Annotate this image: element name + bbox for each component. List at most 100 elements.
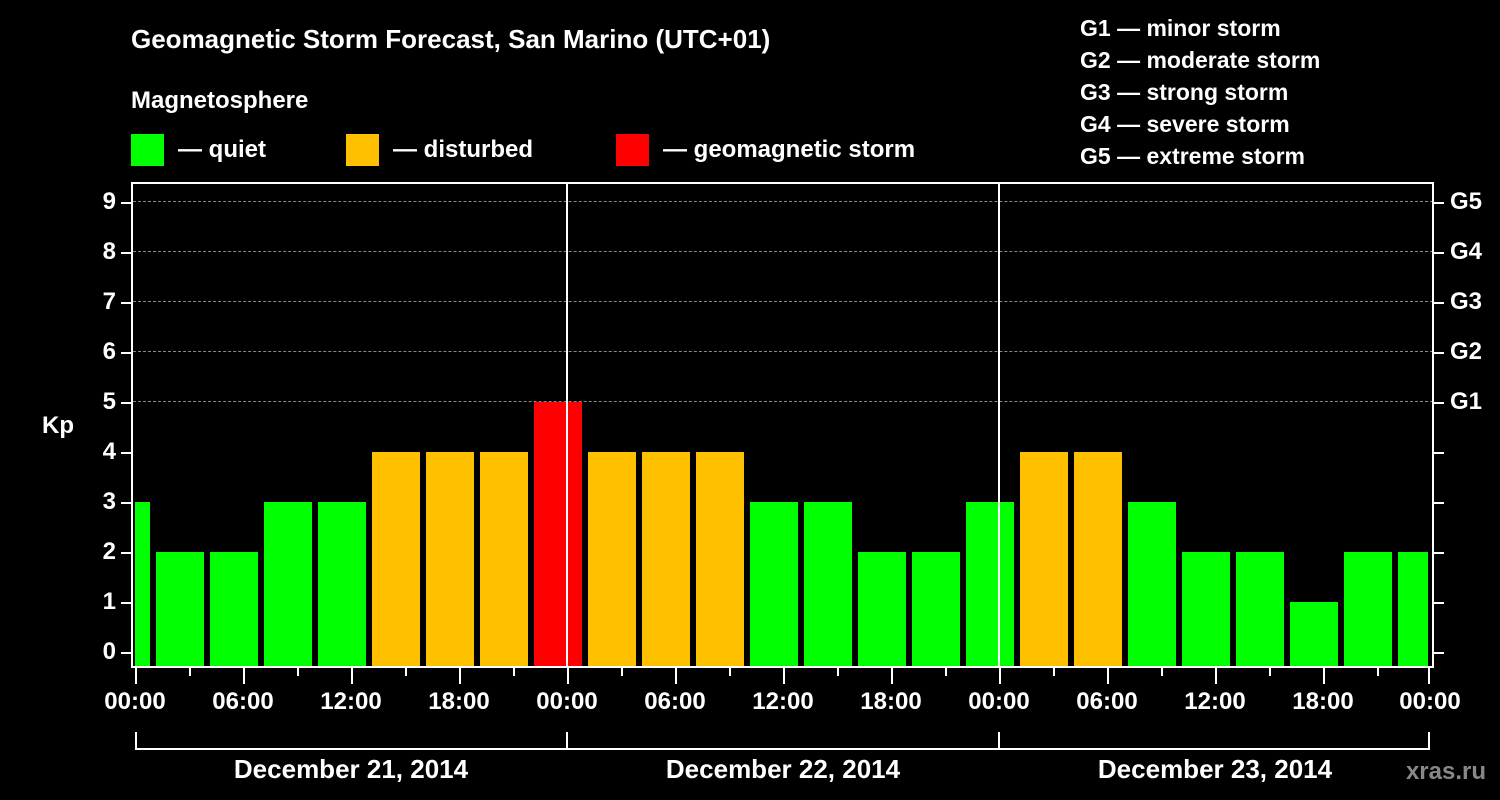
y-tick-label: 8	[102, 238, 116, 265]
y-tick-right	[1434, 652, 1444, 654]
storm-swatch-icon	[616, 134, 649, 166]
y-tick	[121, 602, 131, 604]
g-scale-label: G1	[1450, 388, 1483, 415]
x-tick	[783, 668, 785, 684]
storm-scale-g4: G4 — severe storm	[1080, 111, 1290, 137]
x-tick	[297, 668, 299, 676]
quiet-swatch-icon	[131, 134, 164, 166]
storm-scale-g1: G1 — minor storm	[1080, 15, 1281, 41]
y-tick-label: 0	[102, 638, 116, 665]
kp-bar	[1236, 552, 1284, 667]
day-label-3: December 23, 2014	[1097, 754, 1333, 784]
g-scale-label: G3	[1450, 288, 1483, 315]
x-tick	[1428, 668, 1430, 684]
x-tick-label: 06:00	[212, 688, 274, 715]
x-tick	[513, 668, 515, 676]
y-tick	[121, 252, 131, 254]
kp-bar	[1074, 452, 1122, 667]
kp-bar	[210, 552, 258, 667]
x-tick	[135, 668, 137, 684]
legend-label-disturbed: — disturbed	[393, 136, 534, 163]
y-tick-label: 6	[102, 338, 116, 365]
y-tick-right	[1434, 302, 1444, 304]
day-separator-1	[566, 182, 568, 668]
y-tick-right	[1434, 602, 1444, 604]
g-scale-label: G2	[1450, 338, 1483, 365]
x-tick	[891, 668, 893, 684]
gridline-5	[133, 401, 1433, 402]
kp-bar	[1182, 552, 1230, 667]
y-tick	[121, 402, 131, 404]
x-tick	[189, 668, 191, 676]
y-tick	[121, 452, 131, 454]
kp-bar	[1128, 502, 1176, 667]
gridline-6	[133, 351, 1433, 352]
kp-bar	[1344, 552, 1392, 667]
day-bracket	[135, 748, 1430, 750]
g-scale-label: G4	[1450, 238, 1483, 265]
x-tick	[945, 668, 947, 676]
y-tick	[121, 652, 131, 654]
y-axis-label: Kp	[42, 412, 74, 439]
kp-bar	[912, 552, 960, 667]
x-tick	[1161, 668, 1163, 676]
storm-scale-g3: G3 — strong storm	[1080, 79, 1289, 105]
y-tick-label: 2	[102, 538, 116, 565]
kp-bar	[534, 402, 582, 667]
legend-label-storm: — geomagnetic storm	[663, 136, 916, 163]
day-bracket-tick	[1428, 732, 1430, 749]
y-tick-label: 3	[102, 488, 116, 515]
x-tick	[1107, 668, 1109, 684]
kp-bar	[642, 452, 690, 667]
x-tick-label: 00:00	[968, 688, 1030, 715]
storm-scale-g2: G2 — moderate storm	[1080, 47, 1321, 73]
x-tick	[1269, 668, 1271, 676]
x-tick-label: 06:00	[1076, 688, 1138, 715]
kp-bar	[696, 452, 744, 667]
legend-subtitle: Magnetosphere	[131, 87, 309, 114]
legend-label-quiet: — quiet	[178, 136, 266, 163]
x-tick-label: 00:00	[104, 688, 166, 715]
x-tick	[405, 668, 407, 676]
x-tick-label: 18:00	[1292, 688, 1354, 715]
kp-bar	[588, 452, 636, 667]
y-tick-label: 5	[102, 388, 116, 415]
legend-item-quiet: — quiet	[131, 134, 266, 166]
y-tick-label: 1	[102, 588, 116, 615]
x-tick-label: 00:00	[536, 688, 598, 715]
kp-bar	[264, 502, 312, 667]
x-tick	[675, 668, 677, 684]
plot-area	[131, 182, 1434, 668]
watermark: xras.ru	[1405, 758, 1486, 785]
chart-title: Geomagnetic Storm Forecast, San Marino (…	[131, 24, 771, 54]
kp-bar	[750, 502, 798, 667]
kp-bar	[858, 552, 906, 667]
g-scale-label: G5	[1450, 188, 1483, 215]
kp-bar	[426, 452, 474, 667]
kp-bar	[1398, 552, 1428, 667]
y-tick	[121, 202, 131, 204]
x-tick-label: 00:00	[1399, 688, 1461, 715]
day-bracket-tick	[998, 732, 1000, 749]
x-tick	[999, 668, 1001, 684]
day-label-1: December 21, 2014	[233, 754, 469, 784]
x-tick-label: 18:00	[428, 688, 490, 715]
kp-bar	[966, 502, 1014, 667]
day-separator-2	[998, 182, 1000, 668]
x-tick-label: 12:00	[1184, 688, 1246, 715]
disturbed-swatch-icon	[346, 134, 379, 166]
y-tick	[121, 302, 131, 304]
y-tick-label: 4	[102, 438, 116, 465]
x-tick	[351, 668, 353, 684]
y-tick-label: 9	[102, 188, 116, 215]
y-tick-right	[1434, 452, 1444, 454]
x-tick	[567, 668, 569, 684]
x-tick	[837, 668, 839, 676]
y-tick-right	[1434, 252, 1444, 254]
x-tick-label: 06:00	[644, 688, 706, 715]
y-tick-right	[1434, 202, 1444, 204]
x-tick	[243, 668, 245, 684]
x-tick-label: 18:00	[860, 688, 922, 715]
kp-bar	[318, 502, 366, 667]
kp-bar	[135, 502, 150, 667]
